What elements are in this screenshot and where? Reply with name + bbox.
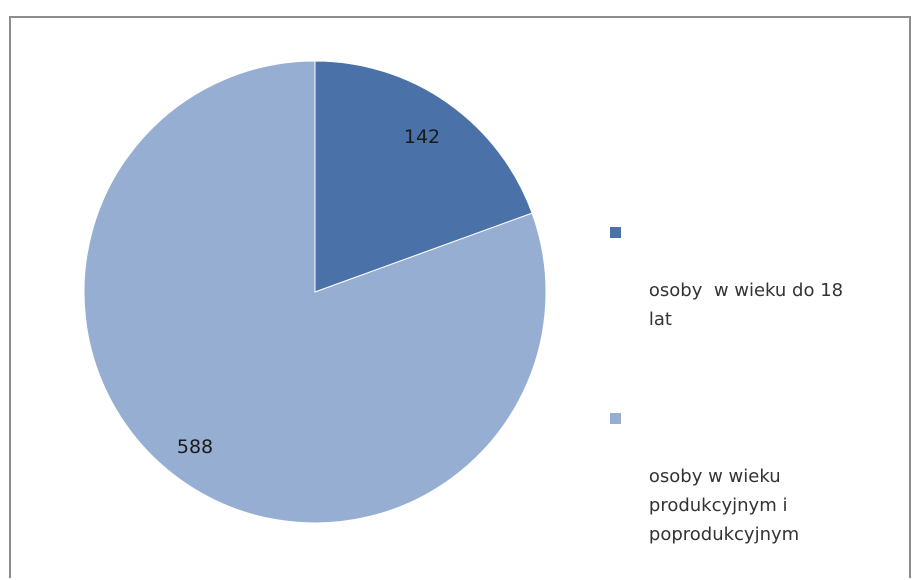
pie-slice-working-and-retirement-age <box>83 60 547 524</box>
pie-label-under-18: 142 <box>404 126 440 148</box>
legend-item-working-and-retirement-age: osoby w wieku produkcyjnym i poprodukcyj… <box>610 404 900 578</box>
pie-data-labels: 142 588 <box>177 126 440 458</box>
legend-label-working-and-retirement-age: osoby w wieku produkcyjnym i poprodukcyj… <box>648 466 800 545</box>
legend-swatch-working-and-retirement-age <box>610 413 621 424</box>
legend-swatch-under-18 <box>610 227 621 238</box>
pie-slice-under-18 <box>314 60 533 293</box>
legend-label-under-18: osoby w wieku do 18 lat <box>648 280 849 330</box>
pie-slices <box>83 60 547 524</box>
legend: osoby w wieku do 18 lat osoby w wieku pr… <box>610 218 900 578</box>
legend-item-under-18: osoby w wieku do 18 lat <box>610 218 900 363</box>
pie-label-working-and-retirement-age: 588 <box>177 436 213 458</box>
